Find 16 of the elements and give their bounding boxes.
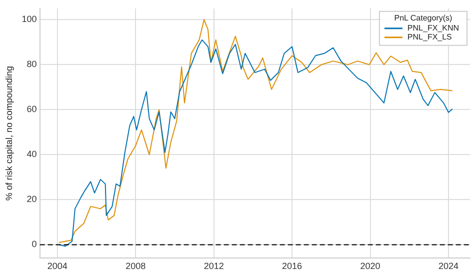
y-tick-label: 100	[22, 14, 37, 24]
y-tick-label: 40	[26, 149, 37, 160]
x-tick-label: 2024	[438, 261, 459, 272]
y-tick-label: 20	[26, 194, 37, 204]
y-tick-label: 80	[26, 59, 37, 70]
legend-label: PNL_FX_KNN	[407, 24, 460, 33]
x-tick-label: 2016	[282, 261, 302, 272]
y-tick-label: 0	[32, 239, 37, 250]
x-tick-label: 2008	[126, 261, 146, 272]
y-axis-title: % of risk capital, no compounding	[4, 66, 14, 201]
legend-label: PNL_FX_LS	[407, 32, 452, 42]
x-tick-label: 2020	[360, 261, 380, 272]
x-tick-label: 2004	[47, 261, 68, 272]
x-tick-label: 2012	[204, 261, 224, 272]
legend-title: PnL Category(s)	[394, 14, 453, 23]
y-tick-label: 60	[26, 104, 37, 114]
